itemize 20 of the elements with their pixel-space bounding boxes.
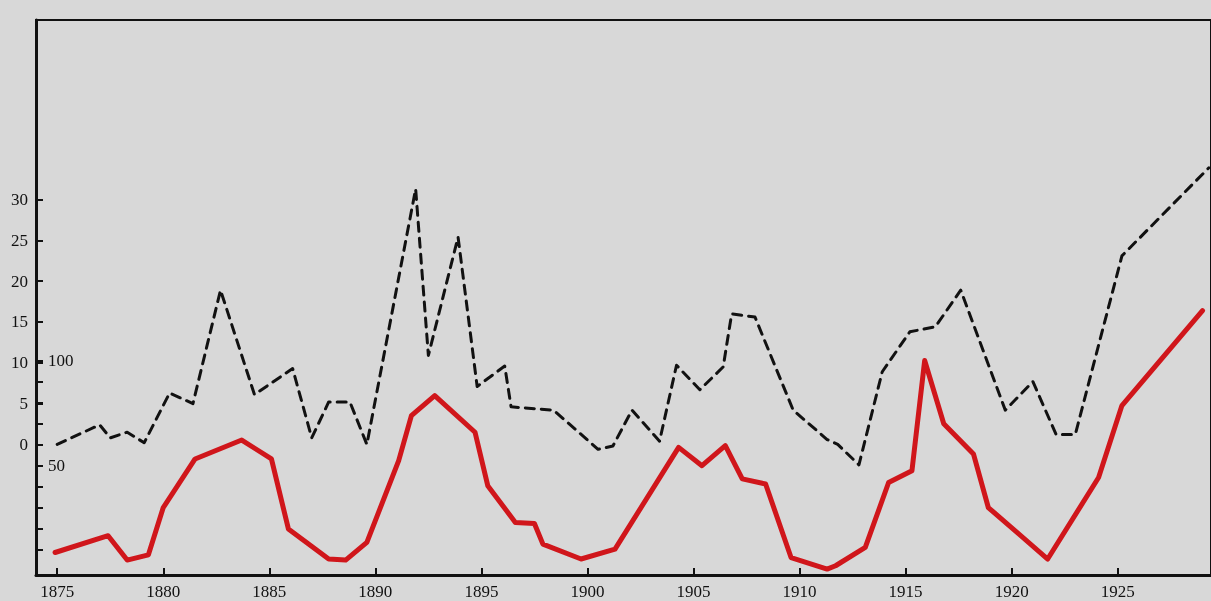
y-tick-label: 10 xyxy=(11,353,28,373)
x-tick-label: 1925 xyxy=(1100,582,1135,601)
y-tick-label: 15 xyxy=(11,312,28,332)
x-tick-label: 1880 xyxy=(146,582,181,601)
x-tick-label: 1920 xyxy=(994,582,1029,601)
y-tick-label: 30 xyxy=(11,190,28,210)
x-tick-label: 1910 xyxy=(782,582,817,601)
x-tick-label: 1890 xyxy=(358,582,393,601)
y-tick-label: 25 xyxy=(11,230,28,250)
x-tick-label: 1895 xyxy=(464,582,499,601)
x-tick-label: 1905 xyxy=(676,582,711,601)
y2-tick-label: 100 xyxy=(48,351,74,371)
y-tick-label: 5 xyxy=(19,394,28,414)
x-tick-label: 1915 xyxy=(888,582,923,601)
y2-tick-label: 50 xyxy=(48,456,65,476)
y-tick-label: 20 xyxy=(11,271,28,291)
x-tick-label: 1875 xyxy=(40,582,75,601)
y-tick-label: 0 xyxy=(19,434,28,454)
x-tick-label: 1885 xyxy=(252,582,287,601)
x-tick-label: 1900 xyxy=(570,582,605,601)
